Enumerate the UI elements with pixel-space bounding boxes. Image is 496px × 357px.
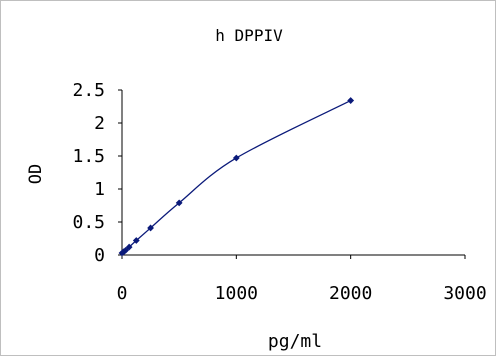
data-point xyxy=(122,246,129,254)
y-tick-label: 2.5 xyxy=(72,80,105,101)
x-tick-label: 3000 xyxy=(443,283,486,304)
data-point xyxy=(132,237,140,244)
y-tick-label: 1 xyxy=(94,179,105,200)
series-line xyxy=(121,99,351,254)
data-point xyxy=(175,199,183,207)
y-tick-label: 1.5 xyxy=(72,146,105,167)
y-tick-label: 0 xyxy=(94,245,105,266)
x-tick-label: 1000 xyxy=(215,283,258,304)
x-tick-label: 2000 xyxy=(329,283,372,304)
chart-title: h DPPIV xyxy=(215,26,283,45)
plot-area xyxy=(118,97,355,257)
y-tick-label: 0.5 xyxy=(72,212,105,233)
y-tick-label: 2 xyxy=(94,113,105,134)
x-tick-label: 0 xyxy=(117,283,128,304)
data-point xyxy=(347,97,355,104)
axes: 0 0.5 1 1.5 2 2.5 0 1000 2000 3000 xyxy=(72,80,486,304)
data-point xyxy=(232,154,240,162)
data-point xyxy=(125,243,133,251)
x-axis-label: pg/ml xyxy=(268,331,322,352)
data-point xyxy=(147,224,154,232)
y-axis-label: OD xyxy=(26,164,46,184)
